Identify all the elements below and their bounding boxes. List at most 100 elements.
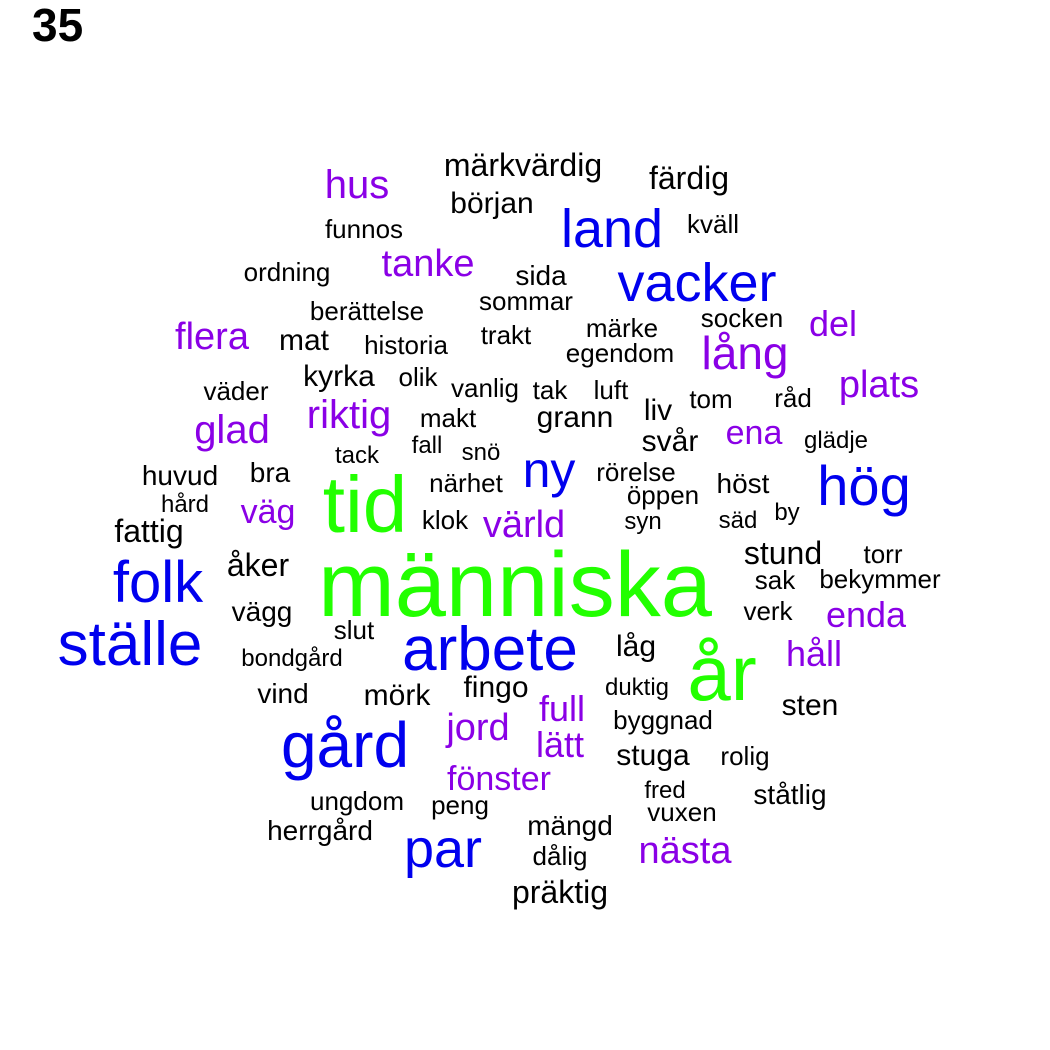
word-berattelse: berättelse [309,296,425,326]
word-rolig: rolig [720,741,770,771]
word-gard: gård [280,709,410,781]
word-kyrka: kyrka [303,360,375,393]
word-tak: tak [532,375,568,405]
word-ar: år [687,629,757,717]
word-vader: väder [203,376,269,406]
word-vind: vind [257,678,309,709]
word-tack: tack [334,442,380,469]
word-enda: enda [825,594,907,635]
word-full: full [538,688,586,729]
word-varld: värld [482,504,566,546]
word-mangd: mängd [527,810,613,841]
word-folk: folk [112,550,204,615]
word-grann: grann [536,401,614,434]
word-vanlig: vanlig [451,373,519,403]
word-egendom: egendom [565,338,675,368]
word-arbete: arbete [402,615,578,684]
word-oppen: öppen [626,480,700,510]
word-vacker: vacker [617,253,777,313]
word-fall: fall [411,432,443,459]
word-hus: hus [324,163,390,207]
word-statlig: ståtlig [753,779,827,810]
word-gladje: glädje [803,427,869,454]
word-fardig: färdig [648,160,730,196]
word-rad: råd [774,383,812,413]
word-latt: lätt [535,724,585,765]
word-aker: åker [226,547,290,583]
word-stund: stund [743,535,823,571]
word-plats: plats [838,364,920,406]
word-makt: makt [419,403,477,433]
word-tid: tid [322,460,408,549]
word-bekymmer: bekymmer [819,564,941,594]
word-svar: svår [641,425,699,458]
word-dalig: dålig [532,841,588,871]
word-del: del [808,303,858,344]
word-olik: olik [398,362,438,392]
word-luft: luft [593,375,629,405]
word-mork: mörk [363,679,431,712]
word-trakt: trakt [480,320,532,350]
word-tanke: tanke [381,243,475,285]
word-mat: mat [278,324,330,357]
word-by: by [774,499,800,526]
word-sno: snö [461,439,501,466]
word-rorelse: rörelse [596,457,676,487]
word-vuxen: vuxen [647,797,717,827]
word-funnos: funnos [324,214,404,244]
word-stuga: stuga [616,739,690,772]
word-hog: hög [817,454,911,517]
word-historia: historia [364,330,448,360]
word-byggnad: byggnad [613,705,713,735]
word-jord: jord [446,707,510,749]
word-land: land [560,199,664,259]
word-markvardig: märkvärdig [443,147,603,183]
word-sten: sten [781,689,839,722]
word-lag: låg [615,630,657,663]
word-nasta: nästa [638,830,732,872]
word-ungdom: ungdom [310,786,404,816]
word-fingo: fingo [463,671,529,704]
word-fonster: fönster [447,760,551,798]
word-sida: sida [515,260,567,291]
word-liv: liv [643,394,673,427]
word-manniska: människa [318,534,712,636]
word-sommar: sommar [479,286,573,316]
word-slut: slut [333,615,375,645]
word-socken: socken [700,303,784,333]
word-par: par [403,819,483,879]
word-duktig: duktig [604,674,670,701]
word-fred: fred [644,777,686,804]
word-herrgard: herrgård [267,815,373,846]
word-glad: glad [194,408,270,452]
word-narhet: närhet [429,468,503,498]
word-sak: sak [754,565,796,595]
word-bondgard: bondgård [241,645,343,672]
word-host: höst [716,468,770,499]
page-title: 35 [32,0,84,51]
word-ny: ny [522,442,576,498]
word-marke: märke [585,313,659,343]
word-stalle: ställe [57,610,203,679]
word-ordning: ordning [243,257,331,287]
word-syn: syn [624,508,662,535]
word-ena: ena [725,414,783,452]
word-sad: säd [718,507,758,534]
word-klok: klok [421,505,469,535]
word-praktig: präktig [511,874,609,910]
word-verk: verk [743,596,793,626]
word-kvall: kväll [686,209,740,239]
word-lang: lång [701,327,789,379]
word-torr: torr [863,539,903,569]
word-flera: flera [175,316,249,358]
word-bra: bra [249,457,291,488]
word-vag: väg [240,493,296,531]
word-hall: håll [785,633,843,674]
word-hard: hård [160,491,210,518]
word-vagg: vägg [231,596,293,627]
word-peng: peng [431,790,489,820]
word-fattig: fattig [114,513,184,549]
word-huvud: huvud [141,460,219,491]
word-tom: tom [689,384,733,414]
